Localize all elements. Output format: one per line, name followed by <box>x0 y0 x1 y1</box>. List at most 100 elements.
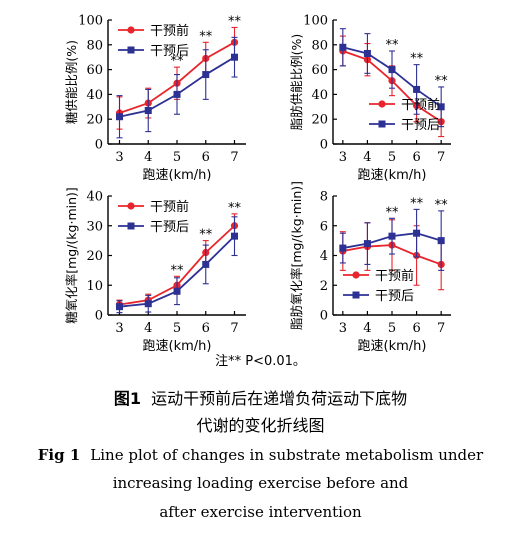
significance-marker: ** <box>228 201 242 216</box>
legend-marker <box>352 271 360 279</box>
data-point <box>388 232 396 240</box>
y-tick-label: 20 <box>86 249 103 264</box>
x-tick-label: 6 <box>202 321 210 336</box>
legend-marker <box>127 26 135 34</box>
x-tick-label: 3 <box>339 321 347 336</box>
panel-d: 0 2 4 6 8 3 4 5 6 7 跑速(km/h) 脂肪氧化率[mg/(kg·min)] ** **… <box>289 181 451 354</box>
caption-en-text1: Line plot of changes in substrate metabo… <box>90 446 484 464</box>
y-tick-label: 40 <box>311 88 328 103</box>
legend-marker <box>127 222 135 230</box>
legend-marker <box>127 46 135 54</box>
x-tick-label: 6 <box>202 150 210 165</box>
x-tick-label: 5 <box>388 150 396 165</box>
y-tick-label: 10 <box>86 279 103 294</box>
legend-label: 干预前 <box>150 23 189 39</box>
x-tick-label: 3 <box>115 321 123 336</box>
y-axis-label: 糖供能比例(%) <box>64 40 79 124</box>
data-point <box>437 237 445 245</box>
significance-marker: ** <box>386 38 400 53</box>
caption-en-line1: Fig 1 Line plot of changes in substrate m… <box>0 446 521 464</box>
legend-label: 干预前 <box>150 199 189 215</box>
data-point <box>413 229 421 237</box>
significance-marker: ** <box>228 14 242 29</box>
x-tick-label: 7 <box>437 321 445 336</box>
x-tick-label: 7 <box>437 150 445 165</box>
panel-b: 0 20 40 60 80 100 3 4 5 6 7 跑速(km/h) 脂肪供能比例(%) ** ** **… <box>289 14 451 183</box>
data-point <box>231 232 238 240</box>
data-point <box>413 85 421 93</box>
x-tick-label: 4 <box>144 150 152 165</box>
x-tick-label: 3 <box>339 150 347 165</box>
y-tick-label: 100 <box>78 14 103 29</box>
series-post <box>339 208 445 271</box>
significance-marker: ** <box>435 198 449 213</box>
data-point <box>144 107 152 115</box>
legend-label: 干预后 <box>401 118 440 133</box>
y-axis-label: 脂肪供能比例(%) <box>289 34 304 131</box>
y-tick-label: 8 <box>320 190 328 205</box>
y-tick-label: 0 <box>320 309 328 324</box>
caption-en-line2: increasing loading exercise before and <box>112 474 409 492</box>
legend-marker <box>127 202 135 210</box>
significance-marker: ** <box>435 74 449 89</box>
y-tick-label: 0 <box>95 138 103 153</box>
data-point <box>231 53 238 61</box>
significance-marker: ** <box>199 228 213 243</box>
significance-marker: ** <box>171 54 185 69</box>
significance-marker: ** <box>171 263 185 278</box>
data-point <box>363 240 371 248</box>
caption-cn-text1: 运动干预前后在递增负荷运动下底物 <box>151 389 408 408</box>
y-tick-label: 80 <box>311 38 328 53</box>
y-tick-label: 60 <box>311 63 328 78</box>
y-tick-label: 60 <box>86 63 103 78</box>
significance-marker: ** <box>410 196 424 211</box>
x-tick-label: 4 <box>363 321 371 336</box>
data-point <box>144 300 152 308</box>
significance-marker: ** <box>199 29 213 44</box>
x-tick-label: 4 <box>363 150 371 165</box>
data-point <box>116 113 123 121</box>
y-tick-label: 80 <box>86 38 103 53</box>
data-point <box>173 287 181 295</box>
legend-label: 干预前 <box>375 268 414 284</box>
legend-marker <box>378 120 386 128</box>
data-point <box>388 66 396 74</box>
legend-label: 干预后 <box>150 220 189 235</box>
data-point <box>116 303 123 311</box>
x-tick-label: 5 <box>388 321 396 336</box>
y-tick-label: 100 <box>303 14 328 29</box>
y-tick-label: 20 <box>86 113 103 128</box>
y-tick-label: 0 <box>95 309 103 324</box>
panel-c: 0 10 20 30 40 3 4 5 6 7 跑速(km/h) 糖氧化率[mg/(kg·min)] *… <box>64 187 246 354</box>
y-axis-label: 脂肪氧化率[mg/(kg·min)] <box>289 181 304 330</box>
x-tick-label: 5 <box>173 150 181 165</box>
x-tick-label: 7 <box>230 321 238 336</box>
x-axis-label: 跑速(km/h) <box>358 168 427 183</box>
y-tick-label: 4 <box>320 249 328 264</box>
series-post <box>116 216 238 314</box>
caption-cn-label: 图1 <box>113 389 142 408</box>
y-tick-label: 40 <box>86 88 103 103</box>
data-point <box>339 43 347 51</box>
significance-note: 注** P<0.01。 <box>215 354 306 369</box>
data-point <box>202 260 210 268</box>
legend-marker <box>378 100 386 108</box>
legend-label: 干预前 <box>401 97 440 113</box>
series-post <box>339 28 445 128</box>
y-tick-label: 30 <box>86 219 103 234</box>
caption-en-label: Fig 1 <box>37 446 81 464</box>
y-tick-label: 20 <box>311 113 328 128</box>
y-tick-label: 40 <box>86 190 103 205</box>
caption-cn-line2: 代谢的变化折线图 <box>196 416 325 435</box>
y-axis-label: 糖氧化率[mg/(kg·min)] <box>64 187 79 324</box>
legend-marker <box>352 291 360 299</box>
y-tick-label: 0 <box>320 138 328 153</box>
data-point <box>202 71 210 79</box>
significance-marker: ** <box>386 205 400 220</box>
caption-cn-line1: 图1 运动干预前后在递增负荷运动下底物 <box>0 385 521 409</box>
